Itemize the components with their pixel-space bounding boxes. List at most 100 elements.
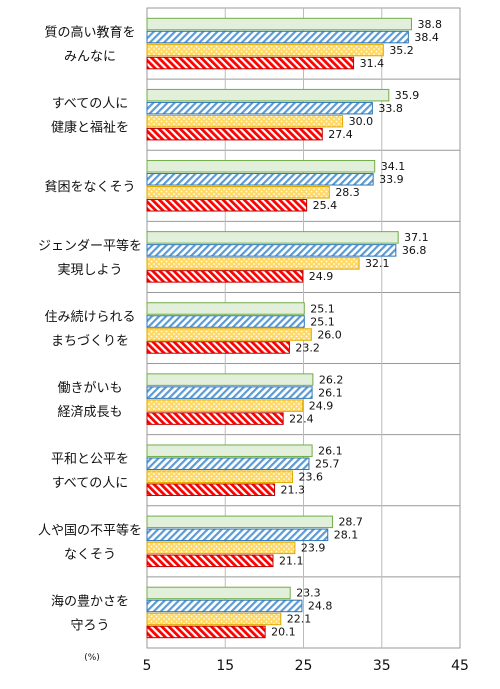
data-label: 20.1 [271,626,296,639]
bar [146,244,397,257]
bar [146,399,304,412]
data-label: 33.9 [379,173,404,186]
bar [146,302,305,315]
category-label: 平和と公平を [51,452,129,467]
data-label: 35.9 [395,89,420,102]
category-label: 人や国の不平等を [38,522,142,538]
bar [146,599,303,613]
category-label: なくそう [64,547,116,562]
data-label: 28.3 [335,186,360,199]
bar [146,173,374,186]
data-label: 38.8 [417,18,442,31]
x-tick-label: 5 [143,658,152,674]
data-label: 28.1 [334,529,359,542]
category-label: 働きがいも [57,381,122,396]
bar [146,341,290,354]
data-label: 23.2 [295,341,320,354]
bar [146,160,376,173]
data-label: 23.3 [296,587,321,600]
bar [146,56,355,70]
data-label: 25.7 [315,457,340,470]
data-label: 34.1 [381,160,406,173]
data-label: 35.2 [389,44,414,57]
bar [146,554,274,568]
bar [146,328,312,341]
bar [146,199,308,212]
bar [146,373,314,386]
data-label: 38.4 [414,31,439,44]
bar [146,186,330,199]
category-label: まちづくりを [51,334,129,349]
data-label: 25.1 [310,302,335,315]
category-label: 海の豊かさを [51,594,129,609]
data-label: 22.4 [289,412,314,425]
bars-layer [146,17,412,639]
bar [146,528,329,542]
bar [146,625,266,639]
category-label: すべての人に [52,97,129,112]
x-axis-unit-label: (%) [84,653,100,663]
data-label: 24.8 [308,600,333,613]
data-label: 28.7 [338,516,363,529]
x-tick-label: 45 [451,658,469,674]
category-label: 健康と福祉を [51,120,129,136]
data-label: 24.9 [309,399,334,412]
category-label: 経済成長も [57,404,122,420]
bar [146,457,310,470]
bar [146,88,390,102]
bar [146,114,344,128]
data-label: 21.1 [279,555,304,568]
category-label: 貧困をなくそう [44,180,135,195]
data-label: 26.0 [317,328,342,341]
x-tick-label: 35 [373,658,391,674]
category-label: すべての人に [52,476,129,491]
data-label: 23.9 [301,542,326,555]
data-label: 32.1 [365,257,390,270]
data-label: 30.0 [349,115,374,128]
bar [146,315,305,328]
data-label: 25.4 [313,199,338,212]
data-label: 33.8 [378,102,403,115]
data-label: 27.4 [328,128,353,141]
data-label: 36.8 [402,244,427,257]
bar [146,541,296,555]
data-label: 26.1 [318,386,343,399]
bar [146,444,313,457]
bar [146,231,399,244]
data-label: 31.4 [360,57,385,70]
bar [146,30,409,44]
category-label: 守ろう [70,618,109,633]
bar [146,257,360,270]
grid-layer [146,7,461,649]
bar [146,612,282,626]
bar [146,386,313,399]
bar [146,270,304,283]
data-label: 21.3 [281,483,306,496]
data-label: 24.9 [309,270,334,283]
data-label: 37.1 [404,231,429,244]
category-label: みんなに [64,50,116,65]
x-tick-label: 25 [295,658,313,674]
bar [146,43,384,57]
data-label: 23.6 [299,470,324,483]
bar [146,483,276,496]
category-label: 住み続けられる [44,310,135,325]
data-label: 25.1 [310,315,335,328]
bar [146,17,412,31]
category-label: 実現しよう [57,262,122,278]
bar [146,515,333,529]
bar [146,586,291,600]
axis-layer: 5 15 25 35 45 (%) [84,653,469,674]
category-label: 質の高い教育を [44,25,135,41]
data-label: 26.2 [319,373,344,386]
data-label: 26.1 [318,444,343,457]
bar [146,412,284,425]
bar [146,470,294,483]
bar [146,101,373,115]
category-label: ジェンダー平等を [38,238,142,254]
x-tick-label: 15 [216,658,234,674]
data-label: 22.1 [287,613,312,626]
